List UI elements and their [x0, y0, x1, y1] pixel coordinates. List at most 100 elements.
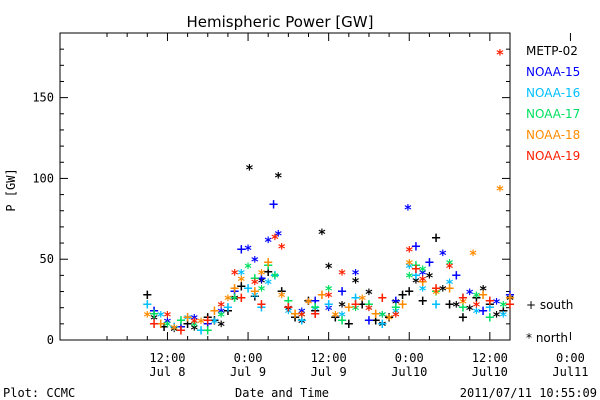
north-point: *	[359, 293, 367, 309]
south-point: +	[417, 275, 428, 290]
north-point: *	[338, 267, 346, 283]
north-point: *	[406, 258, 414, 274]
south-point: +	[458, 291, 469, 306]
north-point: *	[432, 287, 440, 303]
north-point: *	[426, 271, 434, 287]
x-tick-label-date: Jul10	[391, 365, 427, 379]
north-point: *	[285, 306, 293, 322]
south-point: +	[310, 301, 321, 316]
south-point: +	[411, 239, 422, 254]
north-point: *	[392, 306, 400, 322]
south-point: +	[256, 297, 267, 312]
x-tick-label-date: Jul 8	[149, 365, 185, 379]
south-point: +	[350, 297, 361, 312]
south-point: +	[256, 301, 267, 316]
north-point: *	[352, 275, 360, 291]
north-point: *	[419, 284, 427, 300]
south-point: +	[229, 281, 240, 296]
south-point: +	[229, 285, 240, 300]
north-point: *	[191, 322, 199, 338]
north-point: *	[406, 261, 414, 277]
south-point: +	[202, 317, 213, 332]
north-point: *	[231, 293, 239, 309]
north-point: *	[244, 243, 252, 259]
south-point: +	[390, 294, 401, 309]
south-point: +	[364, 297, 375, 312]
south-point: +	[222, 304, 233, 319]
south-point: +	[290, 310, 301, 325]
north-point: *	[265, 235, 273, 251]
south-point: +	[431, 231, 442, 246]
y-axis-label: P [GW]	[4, 168, 18, 211]
north-point: *	[453, 300, 461, 316]
south-point: +	[505, 297, 516, 312]
x-tick-label-date: Jul10	[472, 365, 508, 379]
south-point: +	[175, 314, 186, 329]
south-point: +	[397, 297, 408, 312]
south-point: +	[159, 320, 170, 335]
south-point: +	[149, 317, 160, 332]
north-point: *	[298, 306, 306, 322]
north-point: *	[392, 296, 400, 312]
north-point: *	[496, 183, 504, 199]
x-tick-label-time: 0:00	[234, 351, 263, 365]
north-point: *	[197, 316, 205, 332]
north-point: *	[469, 248, 477, 264]
south-point: +	[283, 294, 294, 309]
south-point: +	[404, 285, 415, 300]
south-point: +	[269, 268, 280, 283]
south-point: +	[451, 268, 462, 283]
north-point: *	[496, 48, 504, 64]
x-tick-label-time: 0:00	[395, 351, 424, 365]
south-point: +	[310, 304, 321, 319]
north-point: *	[258, 275, 266, 291]
south-point: +	[149, 307, 160, 322]
x-tick-label-date: Jul 9	[311, 365, 347, 379]
north-point: *	[392, 309, 400, 325]
south-point: +	[249, 272, 260, 287]
south-point: +	[263, 255, 274, 270]
north-point: *	[325, 290, 333, 306]
south-point: +	[377, 291, 388, 306]
south-point: +	[458, 291, 469, 306]
north-point: *	[352, 303, 360, 319]
north-point: *	[218, 319, 226, 335]
north-point: *	[271, 271, 279, 287]
north-point: *	[285, 303, 293, 319]
south-point: +	[484, 301, 495, 316]
x-tick-label-time: 12:00	[472, 351, 508, 365]
y-tick-label: 50	[40, 252, 54, 266]
x-tick-label-time: 0:00	[556, 351, 585, 365]
north-point: *	[278, 242, 286, 258]
north-point: *	[365, 303, 373, 319]
series-metp-02: +* + * +*++*+*+*+*+*+*+*++**+*+*+*+*+*++*+*…	[142, 162, 514, 340]
north-point: *	[231, 267, 239, 283]
south-point: +	[431, 297, 442, 312]
south-point: +	[417, 294, 428, 309]
legend-item-noaa-15: NOAA-15	[526, 65, 580, 79]
south-point: +	[411, 262, 422, 277]
north-point: *	[238, 267, 246, 283]
north-point: *	[473, 300, 481, 316]
north-point: *	[493, 309, 501, 325]
north-point: *	[171, 324, 179, 340]
x-tick-label-date: Jul11	[552, 365, 588, 379]
north-point: *	[251, 277, 259, 293]
north-point: *	[191, 319, 199, 335]
south-point: +	[155, 317, 166, 332]
south-point: +	[249, 285, 260, 300]
north-point: *	[238, 274, 246, 290]
north-point: *	[191, 316, 199, 332]
south-point: +	[377, 317, 388, 332]
south-point: +	[202, 310, 213, 325]
north-point: *	[404, 203, 412, 219]
south-point: +	[323, 297, 334, 312]
north-point: *	[419, 264, 427, 280]
south-point: +	[182, 317, 193, 332]
south-point: +	[343, 301, 354, 316]
north-point: *	[258, 267, 266, 283]
north-point: *	[258, 284, 266, 300]
north-point: *	[218, 309, 226, 325]
south-point: +	[142, 288, 153, 303]
